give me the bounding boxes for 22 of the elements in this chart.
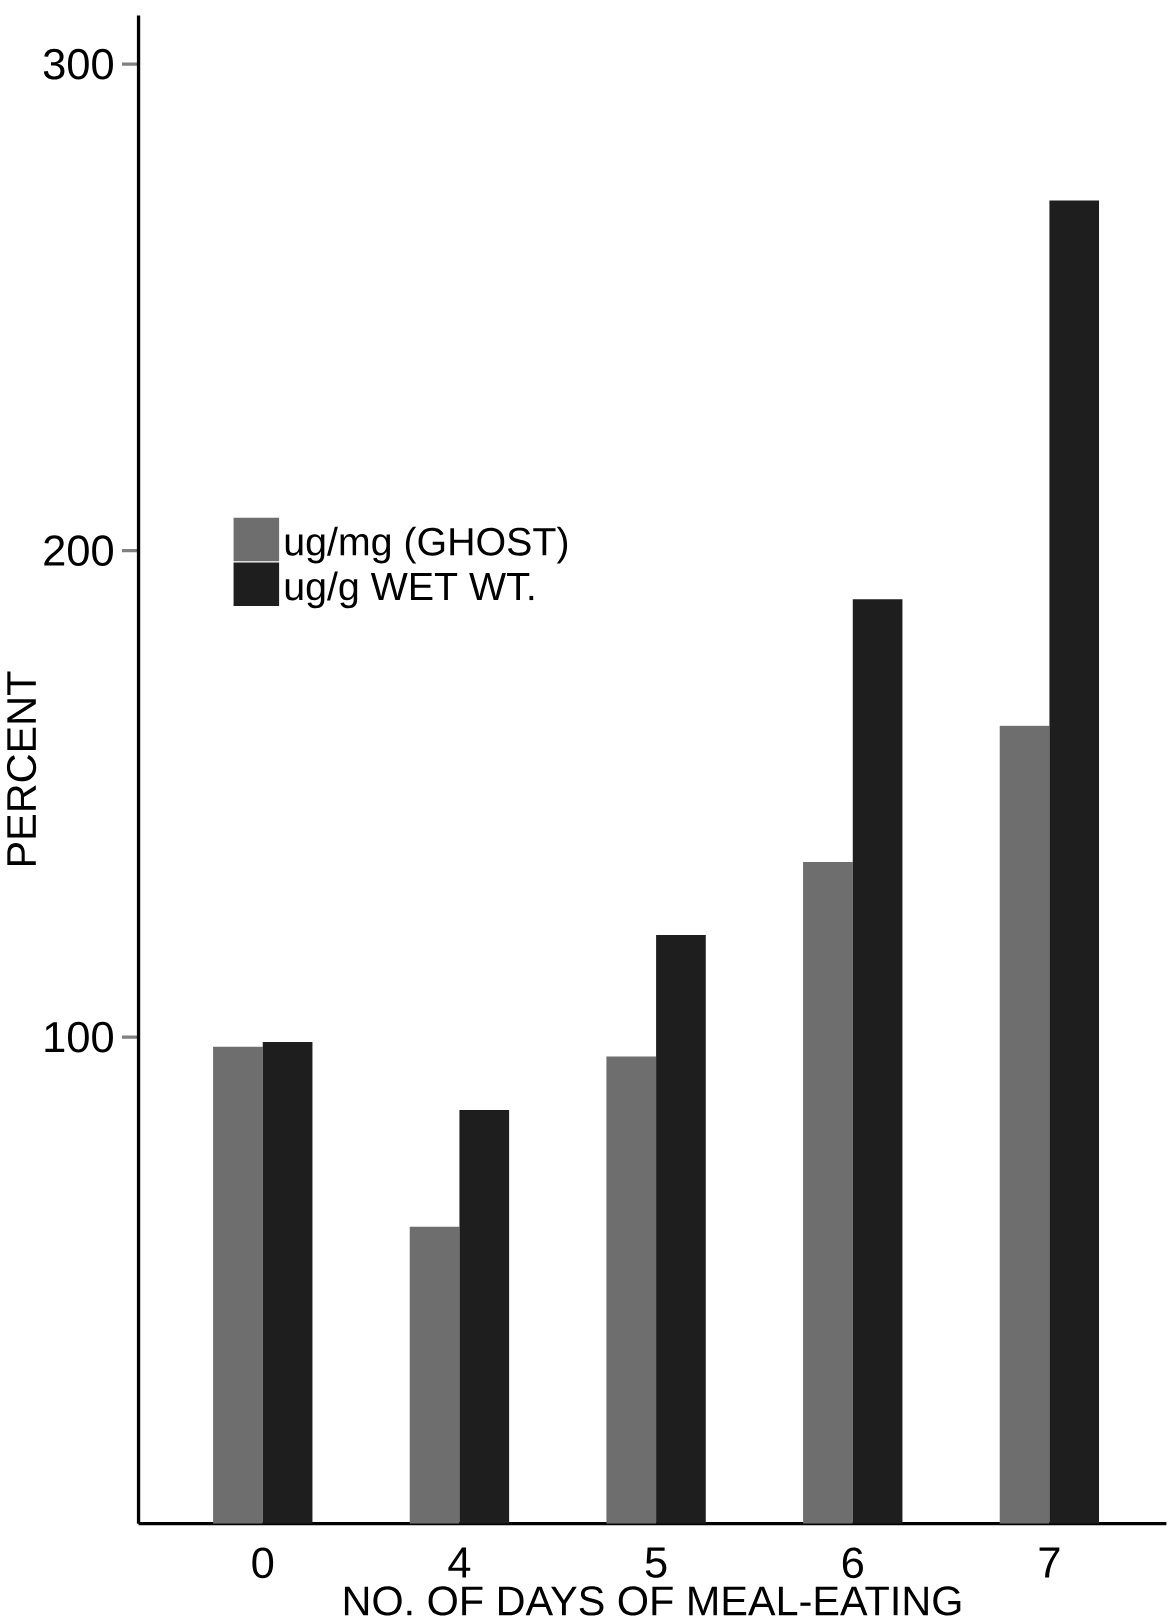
bar bbox=[213, 1046, 263, 1524]
bar bbox=[606, 1056, 657, 1524]
y-axis-title: PERCENT bbox=[6, 671, 37, 866]
y-tick-label: 300 bbox=[43, 48, 113, 80]
y-tick-label: 100 bbox=[45, 1021, 113, 1053]
x-tick-label: 5 bbox=[645, 1547, 667, 1578]
bar bbox=[803, 862, 853, 1524]
bar bbox=[852, 599, 903, 1524]
y-tick-label: 200 bbox=[44, 535, 113, 567]
legend-label: ug/mg (GHOST) bbox=[285, 526, 568, 564]
x-tick-label: 0 bbox=[252, 1547, 274, 1579]
x-tick-label: 7 bbox=[1039, 1547, 1060, 1578]
bar bbox=[1049, 200, 1100, 1524]
x-tick-label: 4 bbox=[448, 1547, 471, 1578]
x-tick-label: 6 bbox=[842, 1547, 863, 1579]
bar bbox=[459, 1110, 510, 1524]
x-axis-title: NO. OF DAYS OF MEAL-EATING bbox=[344, 1586, 961, 1616]
bar bbox=[409, 1226, 460, 1524]
bar bbox=[999, 725, 1050, 1524]
bar bbox=[656, 934, 706, 1524]
legend-label: ug/g WET WT. bbox=[285, 571, 534, 609]
bar bbox=[262, 1042, 313, 1524]
